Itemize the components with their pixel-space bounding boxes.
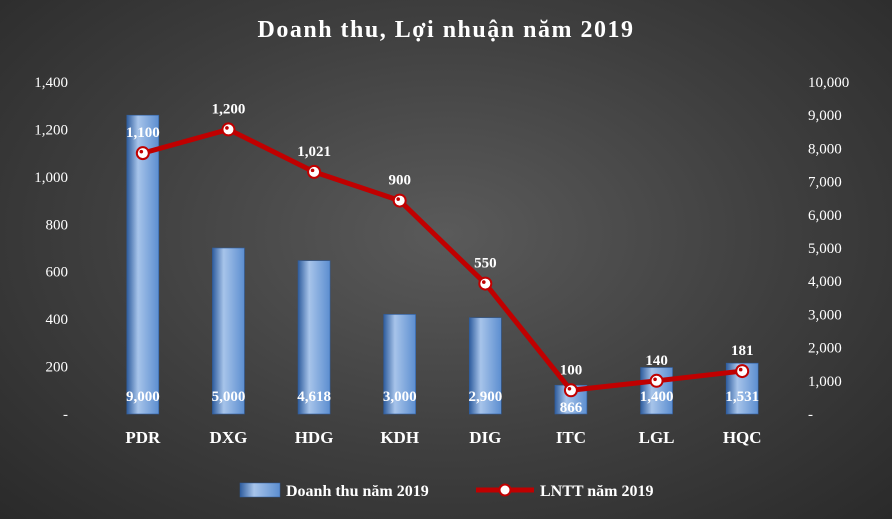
revenue-data-label: 1,531	[725, 389, 759, 405]
category-label: ITC	[556, 428, 586, 447]
right-tick-label: -	[808, 407, 813, 423]
profit-data-label: 1,021	[297, 144, 331, 160]
left-tick-label: 1,000	[34, 170, 68, 186]
revenue-data-label: 9,000	[126, 389, 160, 405]
profit-point	[649, 373, 664, 388]
right-tick-label: 7,000	[808, 175, 842, 191]
revenue-bar	[297, 260, 331, 415]
revenue-data-label: 866	[560, 400, 583, 416]
profit-data-label: 1,100	[126, 125, 160, 141]
profit-data-label: 900	[388, 173, 411, 189]
legend-line-label: LNTT năm 2019	[540, 483, 654, 500]
revenue-data-label: 4,618	[297, 389, 331, 405]
revenue-data-label: 1,400	[640, 389, 674, 405]
revenue-bar	[383, 314, 416, 415]
profit-data-label: 550	[474, 256, 497, 272]
profit-data-label: 140	[645, 353, 668, 369]
revenue-bar	[212, 247, 245, 415]
category-label: DXG	[210, 428, 248, 447]
legend-bar-label: Doanh thu năm 2019	[286, 483, 429, 500]
profit-point-highlight	[653, 377, 657, 382]
profit-line: 1,100 1,200 1,021 900 550 100 140 181	[126, 101, 754, 398]
category-label: LGL	[639, 428, 675, 447]
right-y-axis: - 1,000 2,000 3,000 4,000 5,000 6,000 7,000 8,00…	[808, 75, 849, 423]
left-y-axis: - 200 400 600 800 1,000 1,200 1,400	[34, 75, 68, 423]
category-axis: PDR DXG HDG KDH DIG ITC LGL HQC	[125, 428, 761, 447]
revenue-bar	[469, 317, 502, 415]
right-tick-label: 3,000	[808, 307, 842, 323]
left-tick-label: 1,200	[34, 122, 68, 138]
revenue-data-label: 5,000	[212, 389, 246, 405]
left-tick-label: 200	[46, 360, 69, 376]
category-label: DIG	[469, 428, 501, 447]
revenue-data-label: 2,900	[468, 389, 502, 405]
profit-point	[735, 364, 750, 379]
right-tick-label: 5,000	[808, 241, 842, 257]
left-tick-label: -	[63, 407, 68, 423]
right-tick-label: 8,000	[808, 141, 842, 157]
category-label: KDH	[380, 428, 419, 447]
profit-point	[307, 164, 322, 179]
chart-title: Doanh thu, Lợi nhuận năm 2019	[258, 17, 635, 43]
category-label: HQC	[723, 428, 762, 447]
profit-point	[221, 122, 236, 137]
revenue-data-label: 3,000	[383, 389, 417, 405]
profit-point-highlight	[139, 149, 144, 154]
profit-line-path	[140, 126, 745, 393]
right-tick-label: 10,000	[808, 75, 849, 91]
profit-point	[563, 383, 578, 398]
right-tick-label: 6,000	[808, 208, 842, 224]
category-label: PDR	[125, 428, 161, 447]
right-tick-label: 2,000	[808, 341, 842, 357]
legend-line-marker	[498, 483, 512, 497]
profit-data-label: 181	[731, 343, 754, 359]
revenue-bars: 9,000 5,000 4,618 3,000 2,900 866 1,400 1,531	[126, 114, 759, 416]
legend: Doanh thu năm 2019 LNTT năm 2019	[239, 482, 654, 500]
profit-data-label: 100	[560, 362, 583, 378]
right-tick-label: 4,000	[808, 274, 842, 290]
category-label: HDG	[295, 428, 334, 447]
left-tick-label: 400	[46, 312, 69, 328]
left-tick-label: 800	[46, 217, 69, 233]
revenue-bar	[126, 114, 160, 415]
profit-point-highlight	[738, 367, 743, 372]
profit-point-highlight	[310, 168, 315, 173]
profit-point-highlight	[396, 197, 400, 201]
profit-data-label: 1,200	[212, 101, 246, 117]
profit-point-highlight	[567, 386, 572, 391]
profit-point	[135, 146, 150, 161]
profit-point-highlight	[225, 126, 229, 130]
legend-bar-swatch	[239, 482, 281, 498]
left-tick-label: 1,400	[34, 75, 68, 91]
profit-point	[478, 276, 493, 291]
left-tick-label: 600	[46, 265, 69, 281]
profit-point	[392, 193, 407, 208]
right-tick-label: 9,000	[808, 108, 842, 124]
profit-point-highlight	[482, 280, 486, 284]
right-tick-label: 1,000	[808, 374, 842, 390]
